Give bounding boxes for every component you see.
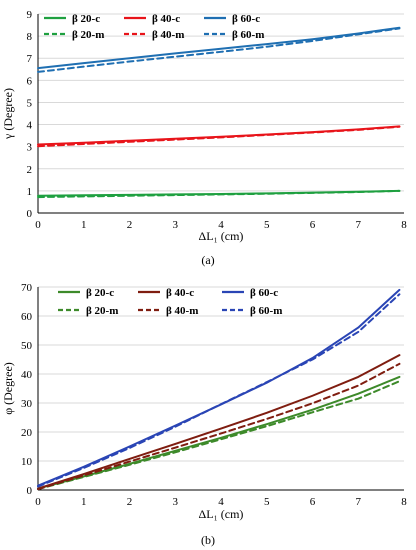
y-tick-label: 20 (21, 427, 33, 439)
legend-label: β 60-c (250, 287, 278, 299)
y-tick-label: 7 (27, 53, 33, 65)
y-tick-label: 0 (27, 485, 33, 497)
legend-label: β 60-m (250, 305, 282, 317)
chart-panel-b: 0 10 20 30 40 50 60 70 0 1 2 3 4 5 6 7 8 β 20-c β 40-c β 60… (1, 282, 407, 547)
y-tick-label: 40 (21, 369, 33, 381)
legend-label: β 40-c (166, 287, 194, 299)
y-tick-label: 50 (21, 340, 33, 352)
x-tick-label: 0 (35, 219, 41, 231)
legend-label: β 60-m (232, 29, 264, 41)
x-tick-label: 6 (310, 496, 316, 508)
y-tick-label: 9 (27, 9, 33, 21)
y-tick-label: 60 (21, 311, 33, 323)
series-line (37, 189, 401, 199)
x-tick-label: 7 (356, 219, 362, 231)
legend-label: β 20-m (72, 29, 104, 41)
y-tick-label: 3 (27, 142, 33, 154)
x-tick-label: 1 (81, 496, 87, 508)
x-tick-label: 5 (264, 496, 270, 508)
series-line (37, 288, 401, 487)
y-tick-label: 2 (27, 164, 33, 176)
y-tick-label: 8 (27, 31, 33, 43)
y-tick-label: 6 (27, 75, 33, 87)
y-axis-label: γ (Degree) (1, 88, 15, 140)
y-axis-label: φ (Degree) (1, 362, 15, 415)
y-tick-label: 4 (27, 120, 33, 132)
legend-label: β 40-m (152, 29, 184, 41)
x-tick-label: 4 (218, 496, 224, 508)
y-tick-label: 70 (21, 282, 33, 294)
series-line (37, 27, 401, 73)
y-tick-label: 5 (27, 97, 33, 109)
y-tick-label: 10 (21, 456, 33, 468)
x-tick-label: 0 (35, 496, 41, 508)
x-tick-label: 3 (173, 496, 179, 508)
x-tick-label: 8 (401, 219, 407, 231)
legend-label: β 20-c (86, 287, 114, 299)
x-axis-label: ΔL₁ (cm) (199, 229, 244, 243)
series-line (37, 125, 401, 146)
panel-caption: (a) (201, 253, 214, 267)
series-line (37, 125, 401, 148)
series-line (37, 380, 401, 491)
legend-label: β 20-c (72, 13, 100, 25)
x-tick-label: 7 (356, 496, 362, 508)
x-tick-label: 3 (173, 219, 179, 231)
x-tick-label: 2 (127, 496, 133, 508)
series-line (37, 26, 401, 70)
y-tick-label: 0 (27, 208, 33, 220)
legend-label: β 60-c (232, 13, 260, 25)
x-axis-label: ΔL₁ (cm) (199, 507, 244, 521)
legend-label: β 40-m (166, 305, 198, 317)
y-tick-label: 1 (27, 186, 33, 198)
x-tick-label: 6 (310, 219, 316, 231)
y-tick-label: 30 (21, 398, 33, 410)
panel-caption: (b) (201, 533, 215, 547)
x-tick-label: 8 (401, 496, 407, 508)
series-line (37, 362, 401, 491)
legend-label: β 20-m (86, 305, 118, 317)
x-tick-label: 5 (264, 219, 270, 231)
x-tick-label: 1 (81, 219, 87, 231)
chart-panel-a: 0 1 2 3 4 5 6 7 8 9 0 1 2 3 4 5 6 7 8 β 20-c β 40-c β 60-c β 2… (1, 9, 407, 267)
legend-label: β 40-c (152, 13, 180, 25)
x-tick-label: 4 (218, 219, 224, 231)
x-tick-label: 2 (127, 219, 133, 231)
series-line (37, 293, 401, 488)
series-line (37, 354, 401, 490)
